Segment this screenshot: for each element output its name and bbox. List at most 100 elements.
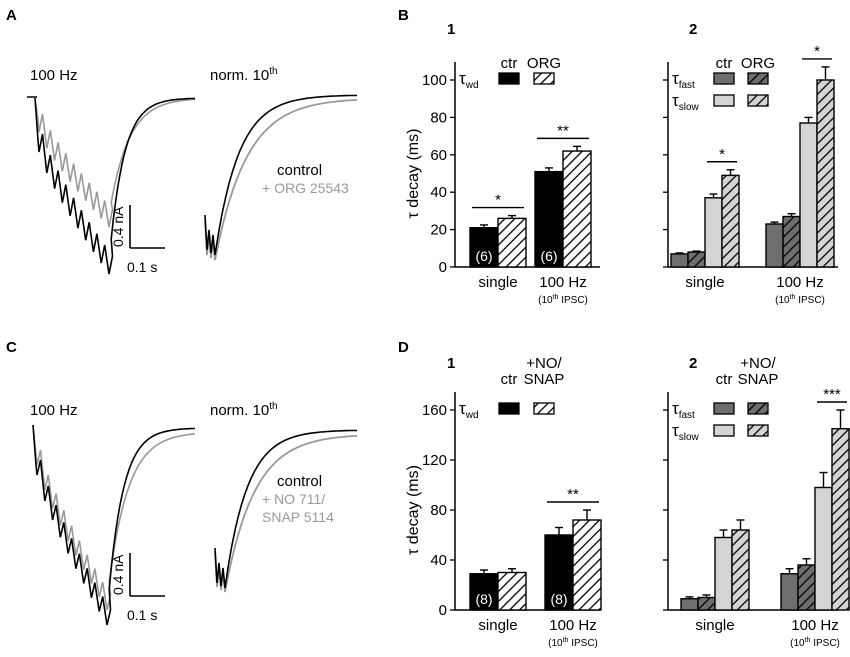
panel-letter-d: D: [398, 339, 409, 356]
y-tick-label: 40: [430, 552, 447, 569]
bar: [780, 573, 799, 611]
chart-d2: single 100 Hz (10th IPSC) *** ctr +NO/SNAP τfa…: [663, 355, 850, 649]
bar: [687, 251, 706, 268]
y-tick-label: 80: [430, 109, 447, 126]
chart-b1: 0 20 40 60 80 100 τ decay (ms) (6) single (6) 100 …: [405, 55, 600, 306]
chart-b2: single 100 Hz (10th IPSC) * * ctr ORG τfastτslo…: [663, 43, 838, 306]
label-norm-a: norm. 10th: [210, 66, 278, 84]
bar: [697, 596, 716, 611]
legend-swatch: [747, 402, 769, 415]
n-label: (8): [475, 591, 492, 607]
category-label: single: [695, 617, 734, 634]
legend-swatch: [498, 72, 520, 85]
category-label: single: [478, 274, 517, 291]
legend-drug-c-line2: SNAP 5114: [262, 509, 334, 525]
category-sublabel: (10th IPSC): [775, 294, 825, 306]
bar: [714, 536, 733, 611]
label-norm-c: norm. 10th: [210, 401, 278, 419]
y-axis-label: τ decay (ms): [405, 465, 422, 555]
y-tick-label: 0: [439, 259, 447, 276]
category-label: 100 Hz: [549, 617, 597, 634]
panel-letter-a: A: [6, 7, 17, 24]
bar: [731, 529, 750, 611]
trace-c-control-norm: [214, 429, 358, 589]
y-tick-label: 20: [430, 222, 447, 239]
bar: [782, 215, 801, 268]
legend-header: ctr: [501, 371, 518, 388]
legend-header: SNAP: [738, 371, 779, 388]
significance-marker: *: [814, 43, 820, 60]
legend-swatch: [713, 94, 735, 107]
category-sublabel: (10th IPSC): [790, 637, 840, 649]
trace-a-control-100hz: [34, 97, 196, 275]
legend-swatch: [713, 402, 735, 415]
label-100hz-a: 100 Hz: [30, 67, 78, 84]
trace-c-control-100hz: [32, 424, 195, 626]
n-label: (6): [540, 248, 557, 264]
y-tick-label: 60: [430, 147, 447, 164]
legend-header: ctr: [501, 55, 518, 72]
scale-x-label-c: 0.1 s: [127, 607, 157, 623]
bar: [544, 534, 574, 611]
significance-marker: **: [557, 122, 569, 139]
legend-swatch: [713, 72, 735, 85]
category-label: single: [478, 617, 517, 634]
legend-label: τfast: [672, 399, 695, 421]
y-tick-label: 160: [422, 402, 447, 419]
legend-swatch: [533, 72, 555, 85]
panel-number-d2: 2: [689, 355, 697, 372]
panel-number-d1: 1: [447, 355, 455, 372]
scale-y-label-c: 0.4 nA: [110, 554, 126, 595]
legend-header: ORG: [527, 55, 561, 72]
chart-d1: 0 40 80 120 160 τ decay (ms) (8) single (8) 100 H…: [405, 355, 602, 649]
scale-x-label-a: 0.1 s: [127, 259, 157, 275]
y-tick-label: 100: [422, 72, 447, 89]
y-tick-label: 120: [422, 452, 447, 469]
bar: [469, 573, 499, 611]
legend-label: τfast: [672, 69, 695, 91]
bar: [497, 571, 527, 611]
trace-c-drug-norm: [214, 434, 358, 593]
significance-marker: **: [567, 486, 579, 503]
bar: [797, 564, 816, 611]
category-label: 100 Hz: [791, 617, 839, 634]
legend-label: τslow: [672, 421, 700, 443]
panel-c-traces: 100 Hz norm. 10th control + NO 711/ SNAP…: [30, 401, 358, 626]
bar: [534, 170, 564, 268]
trace-c-drug-100hz: [32, 424, 196, 611]
legend-swatch: [533, 402, 555, 415]
legend-header: SNAP: [524, 371, 565, 388]
legend-drug-a: + ORG 25543: [262, 180, 349, 196]
bar: [562, 150, 592, 268]
legend-drug-c-line1: + NO 711/: [262, 491, 325, 507]
legend-label: τslow: [672, 91, 700, 113]
panel-letter-c: C: [6, 339, 17, 356]
panel-a-traces: 100 Hz norm. 10th control + ORG 25543 0.…: [27, 66, 358, 275]
bar: [680, 598, 699, 611]
n-label: (6): [475, 248, 492, 264]
y-tick-label: 0: [439, 602, 447, 619]
legend-swatch: [713, 424, 735, 437]
n-label: (8): [550, 591, 567, 607]
significance-marker: ***: [823, 386, 841, 403]
legend-header: ORG: [741, 55, 775, 72]
y-tick-label: 40: [430, 184, 447, 201]
category-sublabel: (10th IPSC): [538, 294, 588, 306]
legend-swatch: [498, 402, 520, 415]
bar: [799, 122, 818, 268]
category-label: 100 Hz: [776, 274, 824, 291]
bar: [670, 253, 689, 268]
bar: [497, 217, 527, 268]
trace-a-drug-norm: [204, 98, 358, 261]
bar: [704, 197, 723, 268]
category-label: single: [685, 274, 724, 291]
bar: [831, 428, 850, 611]
panel-number-b1: 1: [447, 21, 455, 38]
panel-letter-b: B: [398, 7, 409, 24]
legend-header: ctr: [716, 55, 733, 72]
legend-header: +NO/: [526, 355, 562, 372]
bar: [721, 174, 740, 268]
legend-control-a: control: [277, 162, 322, 179]
label-100hz-c: 100 Hz: [30, 402, 78, 419]
trace-a-control-norm: [204, 94, 358, 256]
